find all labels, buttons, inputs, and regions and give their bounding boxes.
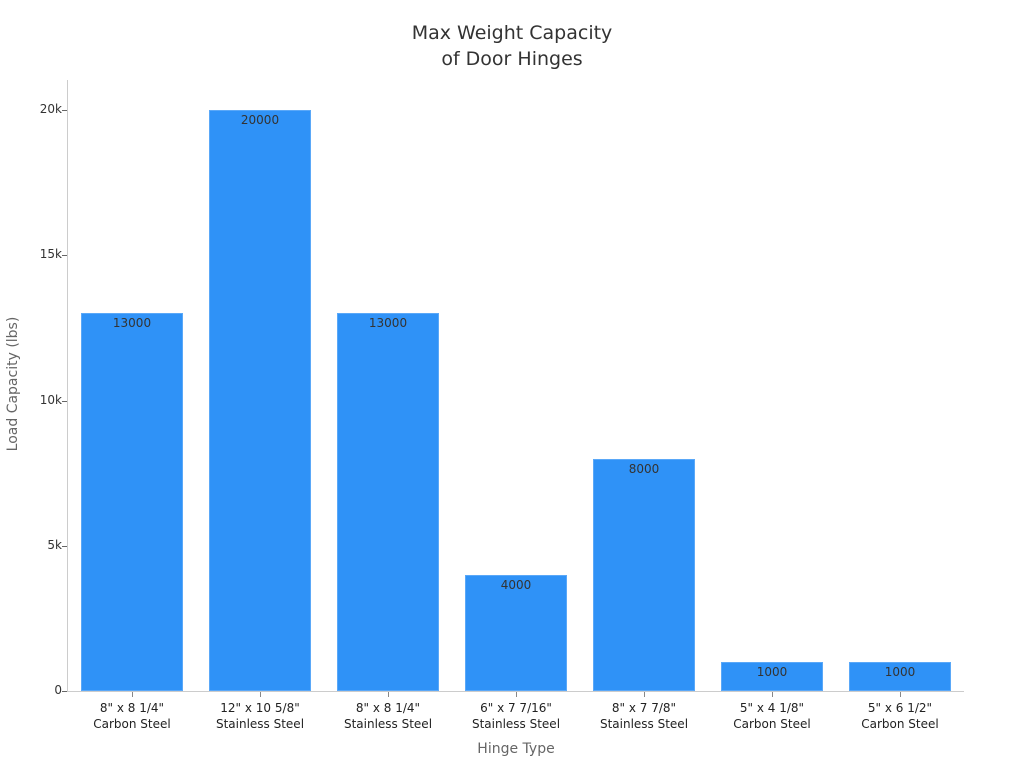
y-tick-label: 5k <box>47 537 62 552</box>
x-tick-label-line: 12" x 10 5/8" <box>220 701 300 715</box>
x-tick-label-line: 5" x 4 1/8" <box>739 701 805 715</box>
bar-value-label: 13000 <box>112 316 152 331</box>
x-tick-label: 5" x 6 1/2" Carbon Steel <box>830 700 970 732</box>
y-tick-label: 0 <box>54 683 62 697</box>
y-axis-label: Load Capacity (lbs) <box>5 316 21 452</box>
x-axis-label: Hinge Type <box>477 741 555 757</box>
chart-title: Max Weight Capacity of Door Hinges <box>0 20 1024 72</box>
x-tick-label: 5" x 4 1/8" Carbon Steel <box>702 700 842 732</box>
x-tick-label-line: Carbon Steel <box>93 717 171 731</box>
bar-value-label: 1000 <box>756 664 788 679</box>
x-tick-label: 12" x 10 5/8" Stainless Steel <box>190 700 330 732</box>
bar <box>337 313 439 691</box>
x-tick-label-line: 8" x 8 1/4" <box>99 701 165 715</box>
x-tick-label-line: 5" x 6 1/2" <box>867 701 933 715</box>
x-tick-label-line: 8" x 8 1/4" <box>355 701 421 715</box>
y-tick-label: 15k <box>39 247 62 262</box>
x-tick-mark <box>900 692 901 697</box>
bar <box>593 458 695 691</box>
bar <box>81 313 183 691</box>
y-tick-mark <box>62 110 67 111</box>
x-tick-label-line: Stainless Steel <box>343 717 433 731</box>
x-tick-mark <box>388 692 389 697</box>
x-tick-label-line: 8" x 7 7/8" <box>611 701 677 715</box>
x-tick-label-line: 6" x 7 7/16" <box>480 701 552 715</box>
chart-title-line-1: Max Weight Capacity <box>411 22 613 44</box>
x-tick-mark <box>132 692 133 697</box>
y-tick-mark <box>62 255 67 257</box>
x-tick-label-line: Stainless Steel <box>215 717 305 731</box>
bar <box>721 661 823 691</box>
x-tick-mark <box>644 692 645 697</box>
x-tick-label-line: Stainless Steel <box>471 717 561 731</box>
y-tick-mark <box>62 691 67 692</box>
x-tick-mark <box>772 692 773 697</box>
y-tick-label: 20k <box>39 102 62 116</box>
bar-value-label: 8000 <box>628 461 660 476</box>
y-axis-line <box>67 80 68 692</box>
bar-value-label: 13000 <box>368 316 408 331</box>
bar-value-label: 1000 <box>884 664 916 679</box>
chart-title-line-2: of Door Hinges <box>441 48 583 70</box>
x-tick-mark <box>516 692 517 697</box>
x-tick-label-line: Stainless Steel <box>599 717 689 731</box>
x-axis-line <box>67 691 964 692</box>
y-tick-mark <box>62 400 67 402</box>
x-tick-mark <box>260 692 261 697</box>
x-tick-label: 8" x 8 1/4" Carbon Steel <box>62 700 202 732</box>
bar-value-label: 4000 <box>500 577 532 592</box>
x-tick-label-line: Carbon Steel <box>733 717 811 731</box>
bar-value-label: 20000 <box>240 113 280 127</box>
y-tick-mark <box>62 545 67 547</box>
y-tick-label: 10k <box>39 392 62 407</box>
x-tick-label-line: Carbon Steel <box>861 717 939 731</box>
bar <box>209 110 311 691</box>
x-tick-label: 6" x 7 7/16" Stainless Steel <box>446 700 586 732</box>
x-tick-label: 8" x 8 1/4" Stainless Steel <box>318 700 458 732</box>
x-tick-label: 8" x 7 7/8" Stainless Steel <box>574 700 714 732</box>
bar <box>849 661 951 691</box>
bar <box>465 574 567 691</box>
